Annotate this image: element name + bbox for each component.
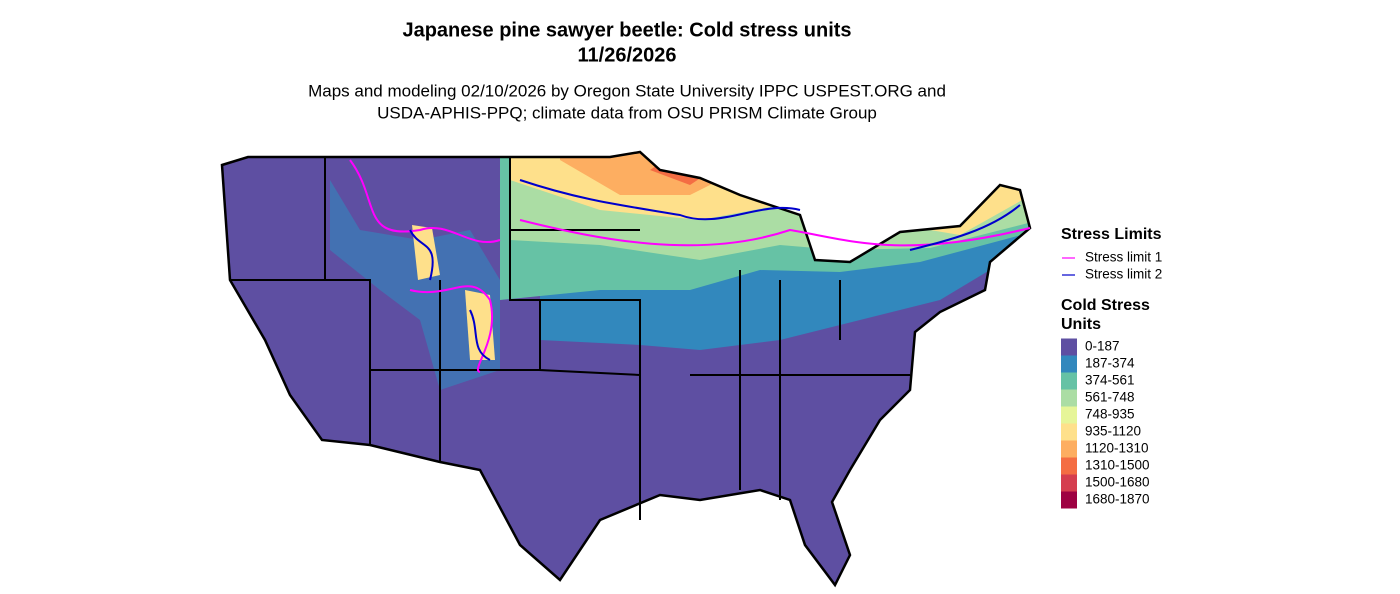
legend: Stress Limits Cold Stress Units Stress l… — [1061, 226, 1162, 509]
legend-swatch — [1061, 355, 1077, 373]
map — [220, 150, 1032, 588]
legend-swatch — [1061, 372, 1077, 390]
map-fill — [222, 152, 1030, 585]
legend-label: 935-1120 — [1085, 424, 1141, 439]
legend-label: 748-935 — [1085, 407, 1135, 422]
legend-label: 0-187 — [1085, 339, 1120, 354]
stress-limit-lines — [349, 159, 1031, 373]
us-outline — [220, 150, 1032, 588]
legend-title: Cold Stress — [1061, 297, 1150, 314]
legend-label: 1680-1870 — [1085, 492, 1150, 507]
subtitle: Maps and modeling 02/10/2026 by Oregon S… — [308, 81, 946, 100]
legend-title: Units — [1061, 316, 1101, 333]
legend-swatch — [1061, 406, 1077, 424]
legend-label: 1310-1500 — [1085, 458, 1150, 473]
legend-swatch — [1061, 491, 1077, 509]
legend-label: Stress limit 2 — [1085, 267, 1162, 282]
legend-label: Stress limit 1 — [1085, 250, 1162, 265]
subtitle: USDA-APHIS-PPQ; climate data from OSU PR… — [377, 103, 877, 122]
legend-title: Stress Limits — [1061, 226, 1162, 243]
legend-swatch — [1061, 474, 1077, 492]
legend-swatch — [1061, 338, 1077, 356]
legend-swatch — [1061, 440, 1077, 458]
legend-label: 561-748 — [1085, 390, 1135, 405]
state-lines — [230, 157, 910, 520]
title: 11/26/2026 — [578, 44, 677, 66]
legend-swatch — [1061, 423, 1077, 441]
title: Japanese pine sawyer beetle: Cold stress… — [402, 19, 851, 41]
legend-label: 374-561 — [1085, 373, 1135, 388]
legend-swatch — [1061, 389, 1077, 407]
legend-label: 1120-1310 — [1085, 441, 1149, 456]
legend-swatch — [1061, 457, 1077, 475]
legend-label: 187-374 — [1085, 356, 1135, 371]
legend-label: 1500-1680 — [1085, 475, 1150, 490]
